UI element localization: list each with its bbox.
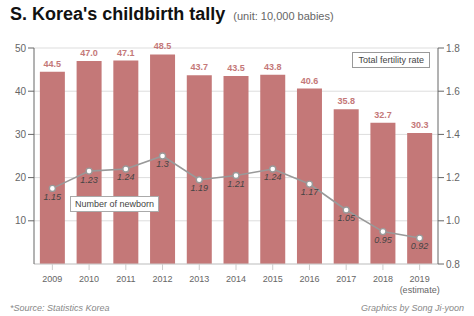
- svg-text:1.19: 1.19: [191, 183, 209, 193]
- svg-text:1.05: 1.05: [337, 213, 356, 223]
- svg-text:50: 50: [15, 43, 27, 54]
- svg-text:2011: 2011: [116, 274, 135, 284]
- svg-text:48.5: 48.5: [154, 41, 172, 51]
- svg-text:0.95: 0.95: [374, 235, 393, 245]
- svg-text:2019(estimate): 2019(estimate): [400, 274, 440, 295]
- svg-text:43.8: 43.8: [264, 62, 282, 72]
- svg-text:2015: 2015: [263, 274, 283, 284]
- svg-text:30.3: 30.3: [411, 120, 429, 130]
- svg-text:1.6: 1.6: [446, 86, 460, 97]
- svg-text:35.8: 35.8: [337, 96, 355, 106]
- svg-text:1.8: 1.8: [446, 43, 460, 54]
- html-text:Number of newborn: Number of newborn: [75, 199, 154, 209]
- svg-text:1.21: 1.21: [227, 179, 245, 189]
- svg-text:2017: 2017: [336, 274, 356, 284]
- svg-text:44.5: 44.5: [44, 59, 62, 69]
- svg-text:0.8: 0.8: [446, 259, 460, 270]
- svg-text:2010: 2010: [79, 274, 99, 284]
- svg-text:1.0: 1.0: [446, 215, 460, 226]
- svg-text:1.4: 1.4: [446, 129, 460, 140]
- svg-text:32.7: 32.7: [374, 110, 392, 120]
- html-text:*Source: Statistics Korea: *Source: Statistics Korea: [10, 303, 110, 313]
- svg-text:10: 10: [15, 215, 27, 226]
- svg-text:43.5: 43.5: [227, 63, 245, 73]
- svg-text:47.1: 47.1: [117, 48, 135, 58]
- svg-text:2016: 2016: [299, 274, 319, 284]
- svg-text:2009: 2009: [42, 274, 62, 284]
- svg-text:1.3: 1.3: [156, 159, 169, 169]
- html-text:S. Korea's childbirth tally: S. Korea's childbirth tally: [10, 4, 226, 24]
- svg-text:0.92: 0.92: [411, 241, 429, 251]
- svg-text:1.24: 1.24: [117, 172, 135, 182]
- html-text:(unit: 10,000 babies): (unit: 10,000 babies): [233, 10, 334, 22]
- svg-text:2012: 2012: [153, 274, 173, 284]
- svg-text:1.15: 1.15: [44, 192, 63, 202]
- svg-text:2014: 2014: [226, 274, 246, 284]
- svg-text:2013: 2013: [189, 274, 209, 284]
- svg-text:1.17: 1.17: [301, 187, 320, 197]
- svg-text:1.23: 1.23: [80, 175, 98, 185]
- svg-text:1.24: 1.24: [264, 172, 282, 182]
- html-text:Graphics by Song Ji-yoon: Graphics by Song Ji-yoon: [360, 303, 464, 313]
- svg-text:30: 30: [15, 129, 27, 140]
- svg-text:20: 20: [15, 172, 27, 183]
- svg-text:1.2: 1.2: [446, 172, 460, 183]
- svg-text:40: 40: [15, 86, 27, 97]
- svg-text:43.7: 43.7: [191, 62, 209, 72]
- svg-text:47.0: 47.0: [80, 48, 98, 58]
- svg-text:2018: 2018: [373, 274, 393, 284]
- html-text:Total fertility rate: Total fertility rate: [358, 55, 424, 65]
- svg-text:40.6: 40.6: [301, 76, 319, 86]
